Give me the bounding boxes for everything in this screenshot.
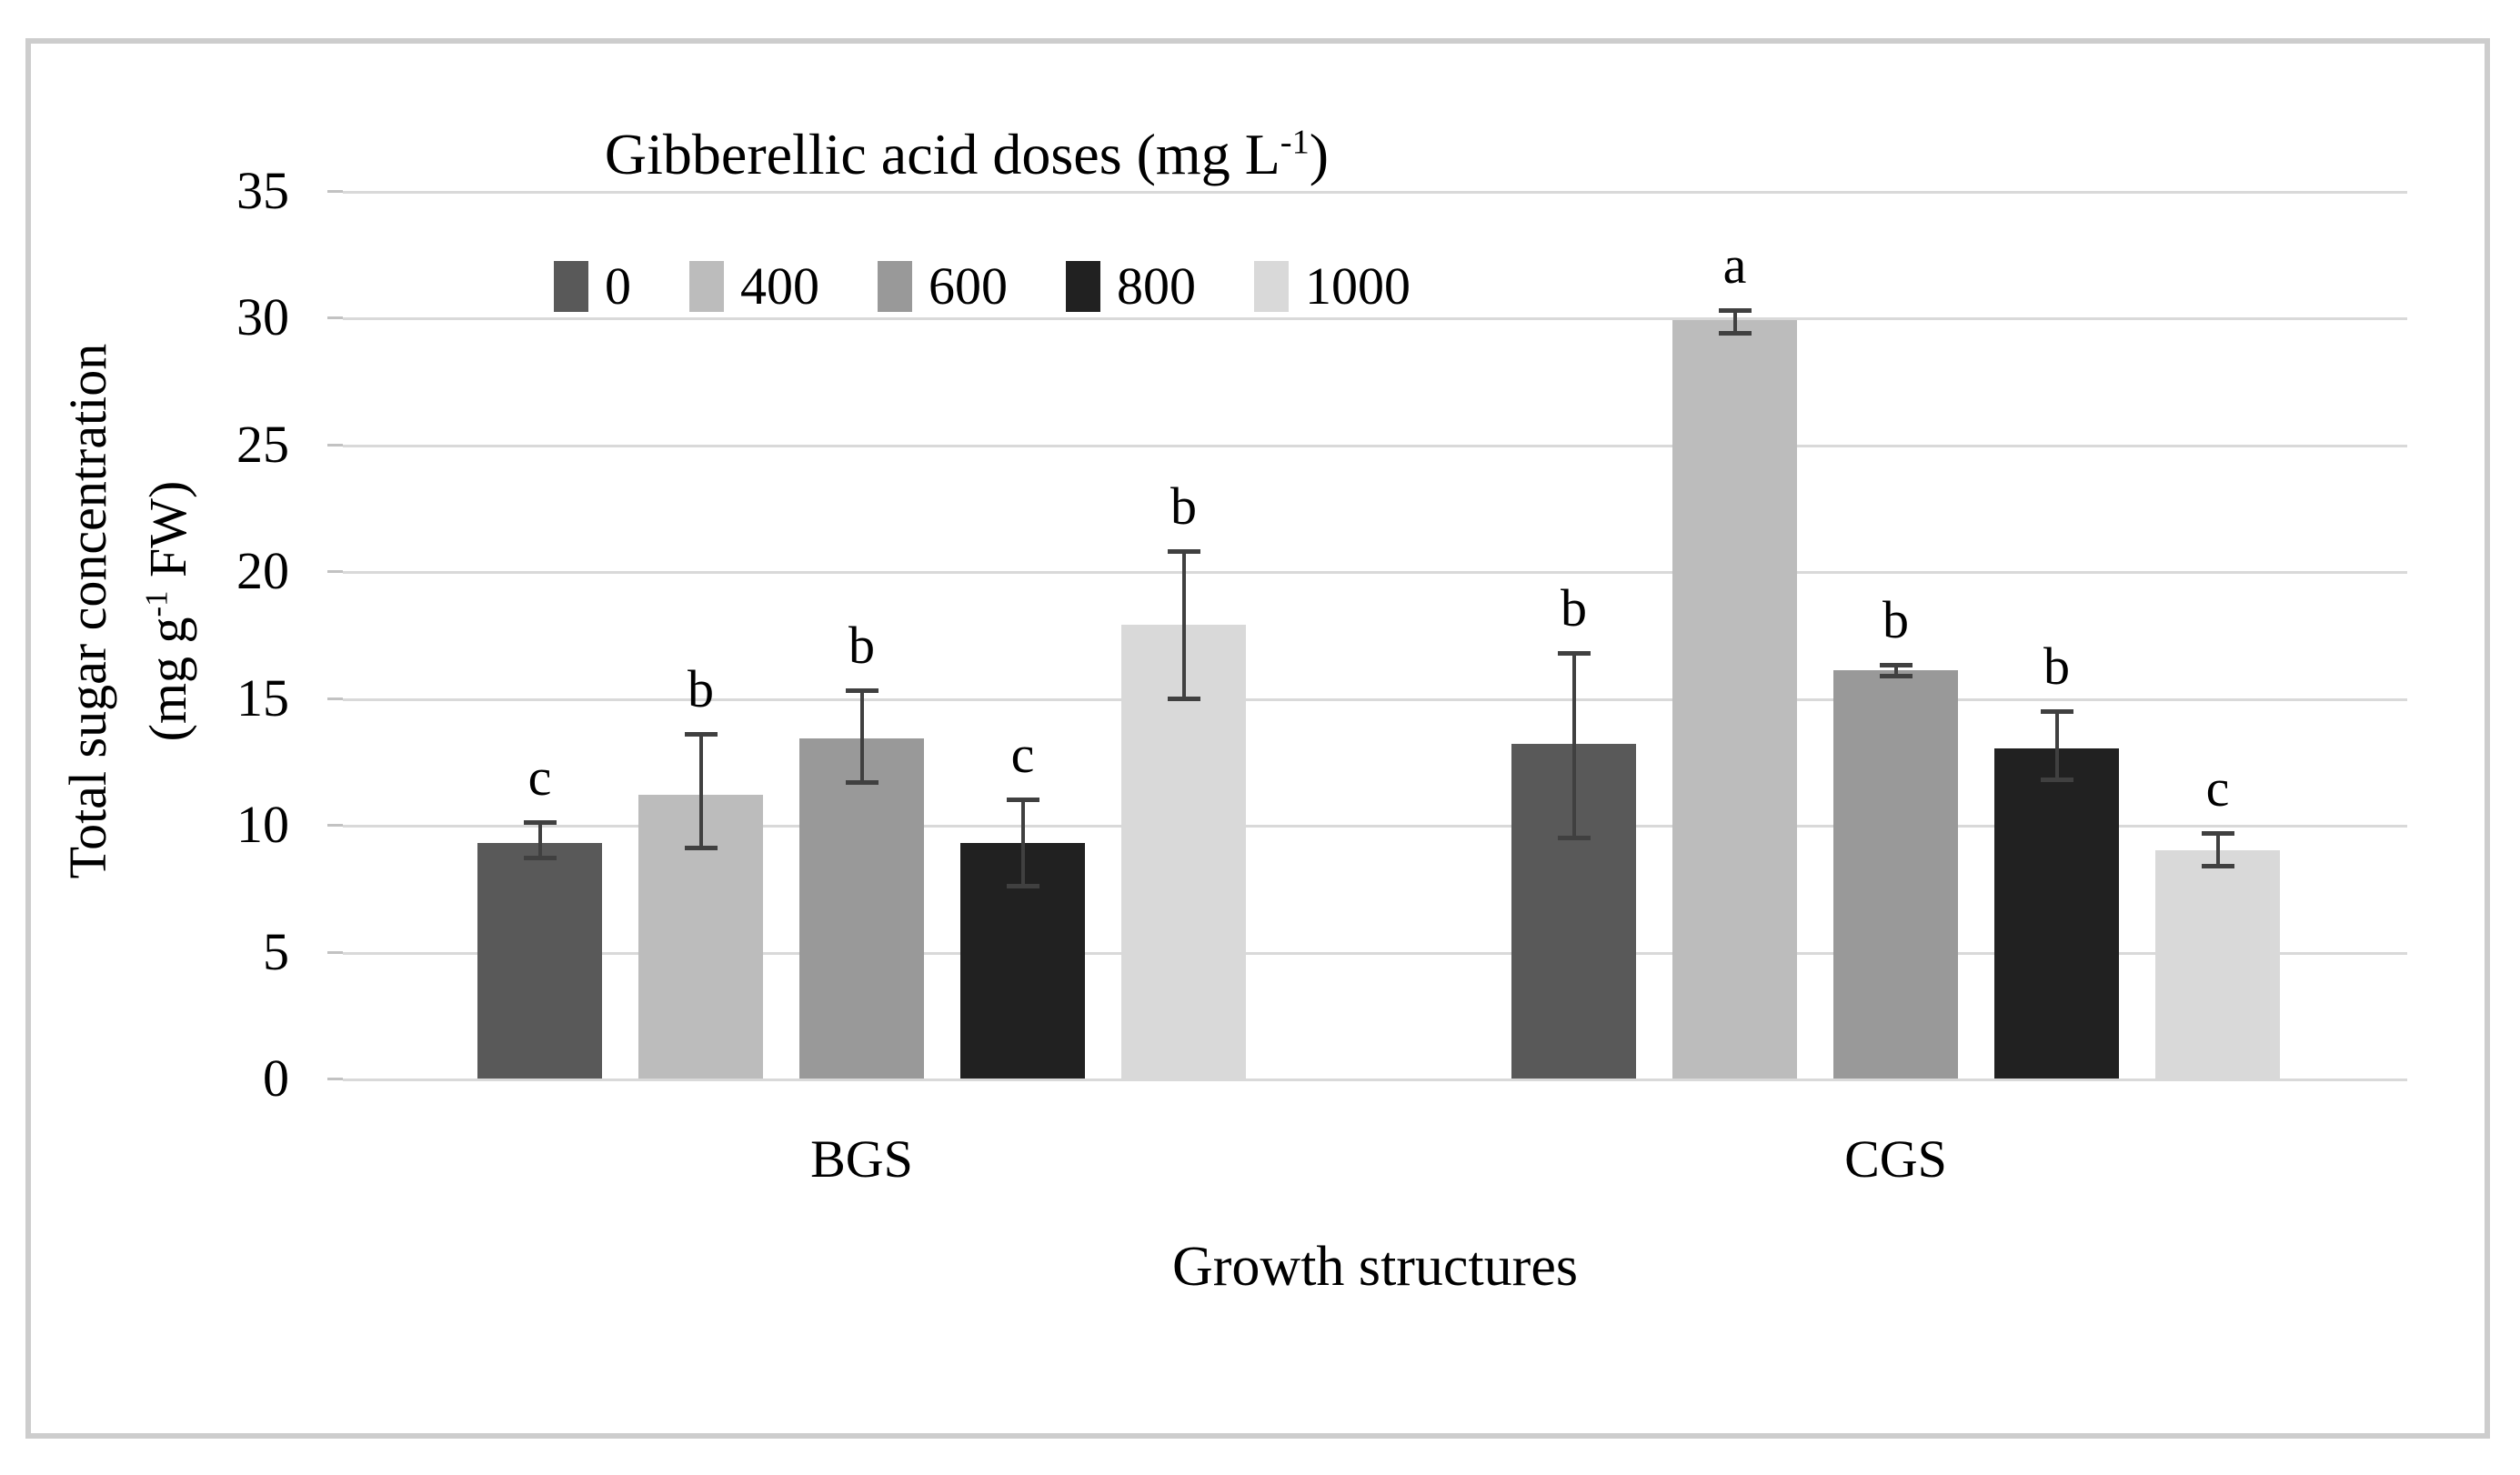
legend-title-wrap: Gibberellic acid doses (mg L-1) (0, 122, 1933, 187)
bar-cgs-dose-1000 (2155, 850, 2280, 1079)
y-tick-label: 5 (263, 921, 289, 981)
gridline (343, 317, 2407, 321)
significance-letter: b (688, 658, 714, 718)
error-bar (1893, 665, 1898, 676)
plot-area (343, 191, 2407, 1081)
error-bar-cap (1167, 696, 1200, 701)
significance-letter: b (1882, 590, 1909, 650)
bar-cgs-dose-800 (1994, 748, 2119, 1079)
error-bar-cap (845, 779, 878, 785)
legend-swatch (689, 261, 724, 312)
error-bar-cap (1557, 650, 1591, 656)
legend-item: 1000 (1254, 257, 1411, 316)
error-bar-cap (2040, 708, 2073, 714)
legend-label: 400 (740, 256, 819, 316)
significance-letter: b (1170, 476, 1197, 536)
y-tick-label: 30 (236, 287, 289, 347)
legend: 0 400 600 800 1000 (0, 257, 1964, 316)
legend-item: 600 (878, 257, 1008, 316)
error-bar-cap (1167, 548, 1200, 554)
bar-cgs-dose-600 (1833, 670, 1958, 1079)
category-label-bgs: BGS (810, 1129, 913, 1189)
error-bar-cap (2201, 830, 2234, 836)
y-axis-tick (327, 950, 343, 954)
legend-label: 800 (1117, 256, 1196, 316)
error-bar-cap (1879, 673, 1913, 678)
error-bar-cap (1557, 836, 1591, 841)
error-bar-cap (1006, 798, 1039, 803)
category-label-cgs: CGS (1844, 1129, 1947, 1189)
legend-swatch (1066, 261, 1100, 312)
x-axis-title: Growth structures (1172, 1236, 1578, 1298)
significance-letter: b (848, 616, 875, 676)
y-tick-label: 10 (236, 795, 289, 855)
error-bar-cap (1006, 884, 1039, 889)
bar-bgs-dose-0 (477, 842, 602, 1079)
y-tick-label: 20 (236, 541, 289, 601)
y-axis-tick (327, 190, 343, 193)
legend-item: 0 (554, 257, 631, 316)
legend-label: 0 (605, 256, 631, 316)
error-bar-cap (1718, 331, 1752, 336)
error-bar (1571, 652, 1576, 838)
error-bar (859, 690, 864, 782)
figure-border (25, 38, 2490, 1439)
legend-item: 400 (689, 257, 819, 316)
superscript: -1 (1280, 123, 1310, 162)
error-bar (2215, 832, 2220, 866)
y-axis-tick (327, 570, 343, 574)
gridline (343, 951, 2407, 955)
significance-letter: c (2205, 758, 2230, 818)
error-bar-cap (523, 820, 557, 826)
error-bar-cap (684, 731, 718, 737)
error-bar-cap (1718, 308, 1752, 314)
significance-letter: b (1561, 577, 1587, 637)
legend-swatch (1254, 261, 1289, 312)
significance-letter: b (2043, 636, 2070, 696)
error-bar-cap (2201, 863, 2234, 868)
y-axis-tick (327, 824, 343, 828)
legend-label: 1000 (1305, 256, 1411, 316)
x-axis-title-wrap: Growth structures (343, 1235, 2407, 1299)
significance-letter: c (527, 748, 552, 808)
legend-swatch (878, 261, 912, 312)
significance-letter: a (1722, 236, 1747, 296)
gridline (343, 191, 2407, 194)
y-tick-label: 25 (236, 414, 289, 474)
bar-bgs-dose-600 (799, 738, 924, 1079)
significance-letter: c (1010, 725, 1035, 785)
y-axis-tick (327, 697, 343, 700)
error-bar (698, 733, 703, 848)
legend-title: Gibberellic acid doses (mg L-1) (604, 122, 1330, 186)
y-axis-tick (327, 1078, 343, 1080)
legend-item: 800 (1066, 257, 1196, 316)
legend-label: 600 (929, 256, 1008, 316)
error-bar-cap (523, 856, 557, 861)
y-axis-tick (327, 443, 343, 447)
error-bar-cap (2040, 777, 2073, 782)
y-tick-label: 35 (236, 161, 289, 220)
error-bar (537, 822, 542, 858)
error-bar-cap (845, 688, 878, 694)
error-bar (1181, 550, 1186, 698)
error-bar-cap (684, 846, 718, 851)
legend-swatch (554, 261, 588, 312)
gridline (343, 825, 2407, 828)
gridline (343, 444, 2407, 447)
y-tick-label: 0 (263, 1049, 289, 1108)
error-bar (1732, 310, 1737, 334)
error-bar-cap (1879, 663, 1913, 668)
bar-cgs-dose-400 (1672, 320, 1797, 1079)
error-bar (2054, 710, 2059, 779)
y-axis-tick (327, 316, 343, 320)
gridline (343, 571, 2407, 575)
gridline (343, 1079, 2407, 1081)
gridline (343, 697, 2407, 701)
y-tick-label: 15 (236, 667, 289, 727)
error-bar (1020, 799, 1025, 887)
